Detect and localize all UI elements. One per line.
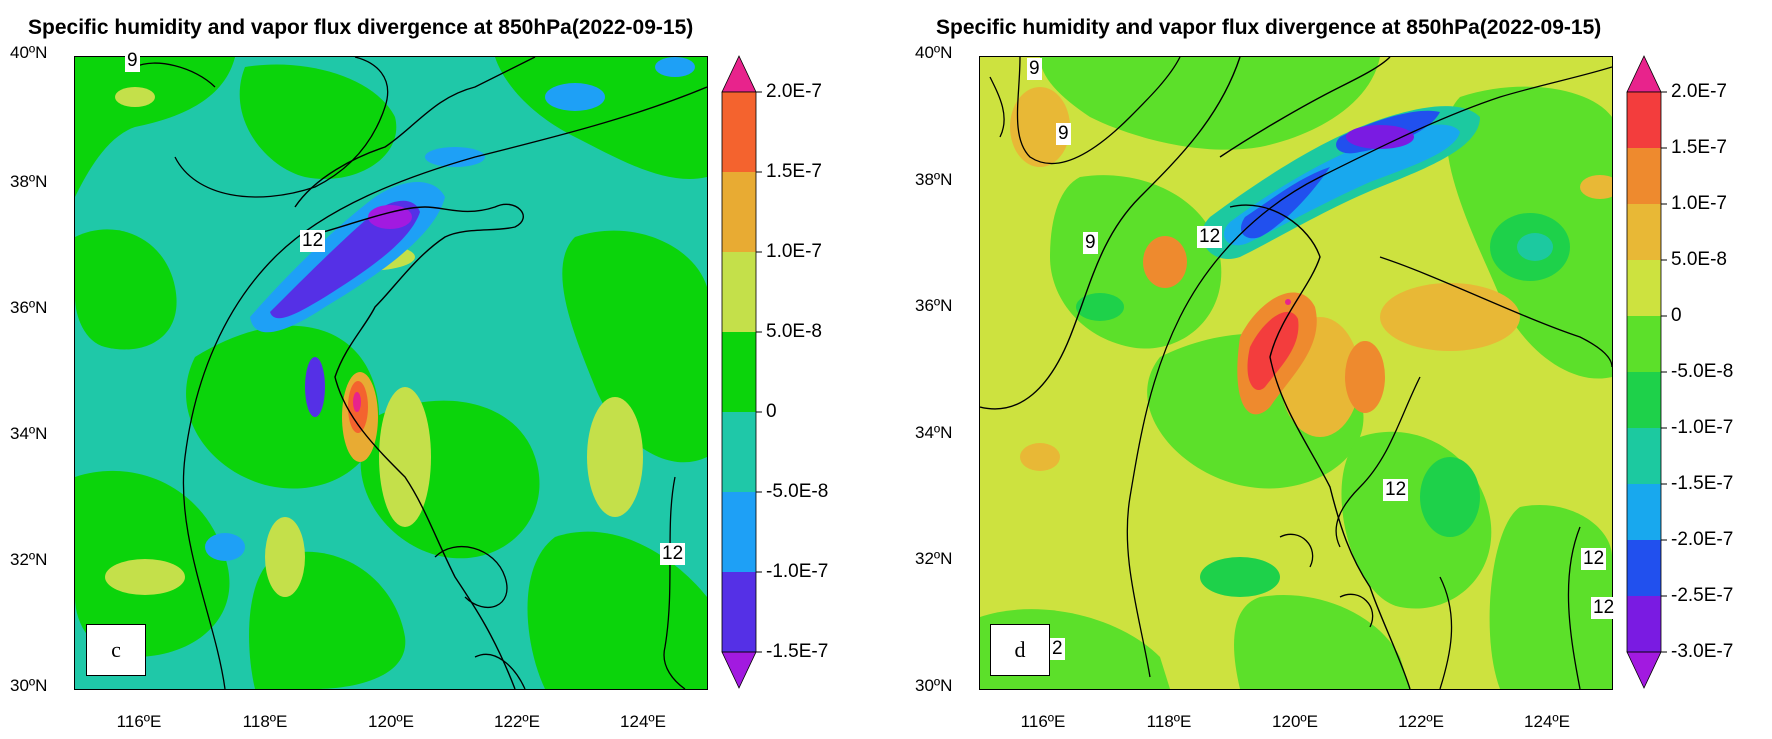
colorbar-label: 1.5E-7 [766,161,822,182]
colorbar-block [1627,540,1661,596]
colorbar-block [722,92,756,172]
colorbar-block [1627,148,1661,204]
colorbar-block [722,172,756,252]
panel-letter: c [86,624,146,676]
colorbar-label: -1.0E-7 [1671,417,1734,438]
colorbar-top-triangle [721,55,757,93]
lon-label: 120ºE [368,712,414,731]
contour-label: 9 [1056,123,1071,145]
colorbar-label: -1.5E-7 [766,641,829,662]
colorbar-label: 1.5E-7 [1671,137,1727,158]
colorbar-label: 0 [766,401,777,422]
colorbar-label: 2.0E-7 [1671,81,1727,102]
colorbar-top-triangle [1626,55,1662,93]
lon-label: 116ºE [1020,712,1066,731]
panel-c: Specific humidity and vapor flux diverge… [0,0,880,739]
colorbar-block [1627,92,1661,148]
colorbar-bottom-triangle [721,651,757,689]
lat-label: 40ºN [915,43,953,62]
lat-label: 40ºN [10,43,48,62]
colorbar-label: 5.0E-8 [766,321,822,342]
colorbar-block [1627,260,1661,316]
colorbar-block [1627,316,1661,372]
lon-label: 120ºE [1272,712,1318,731]
colorbar-label: -1.0E-7 [766,561,829,582]
lat-label: 36ºN [915,296,953,315]
colorbar [721,55,762,689]
lat-label: 32ºN [10,550,48,569]
panel-d: Specific humidity and vapor flux diverge… [900,0,1772,739]
colorbar-block [722,412,756,492]
lon-label: 122ºE [494,712,540,731]
panel-letter: d [990,624,1050,676]
lat-label: 36ºN [10,298,48,317]
lon-label: 116ºE [116,712,162,731]
contour-label: 12 [1591,597,1617,619]
colorbar-block [1627,372,1661,428]
lat-label: 30ºN [10,676,48,695]
lat-label: 38ºN [10,172,48,191]
lat-label: 34ºN [10,424,48,443]
lon-label: 118ºE [242,712,288,731]
contour-label: 12 [1581,548,1607,570]
contour-label: 12 [1383,479,1409,501]
colorbar-block [722,572,756,652]
colorbar-label: 1.0E-7 [1671,193,1727,214]
map-area [74,56,708,690]
lon-label: 118ºE [1146,712,1192,731]
colorbar-block [1627,204,1661,260]
lon-label: 122ºE [1398,712,1444,731]
contour-label: 9 [125,50,140,72]
colorbar-label: 5.0E-8 [1671,249,1727,270]
contour-label: 12 [300,230,326,252]
colorbar-label: -5.0E-8 [766,481,829,502]
colorbar-block [1627,428,1661,484]
contour-label: 12 [660,543,686,565]
lon-label: 124ºE [1524,712,1570,731]
colorbar-label: -5.0E-8 [1671,361,1734,382]
lon-label: 124ºE [620,712,666,731]
contour-label: 12 [1197,226,1223,248]
panel-side-label: 2 [1050,638,1065,660]
colorbar-block [722,252,756,332]
colorbar-label: -1.5E-7 [1671,473,1734,494]
colorbar [1626,55,1667,689]
lat-label: 32ºN [915,549,953,568]
contour-label: 9 [1083,232,1098,254]
colorbar-label: 1.0E-7 [766,241,822,262]
panel-title: Specific humidity and vapor flux diverge… [28,16,694,39]
colorbar-block [722,492,756,572]
lat-label: 34ºN [915,423,953,442]
colorbar-label: -2.5E-7 [1671,585,1734,606]
colorbar-block [1627,484,1661,540]
panel-title: Specific humidity and vapor flux diverge… [936,16,1602,39]
contour-label: 9 [1027,58,1042,80]
map-area [979,56,1613,690]
colorbar-bottom-triangle [1626,651,1662,689]
colorbar-block [722,332,756,412]
lat-label: 38ºN [915,170,953,189]
colorbar-label: -2.0E-7 [1671,529,1734,550]
colorbar-label: -3.0E-7 [1671,641,1734,662]
colorbar-block [1627,596,1661,652]
colorbar-label: 2.0E-7 [766,81,822,102]
lat-label: 30ºN [915,676,953,695]
colorbar-label: 0 [1671,305,1682,326]
